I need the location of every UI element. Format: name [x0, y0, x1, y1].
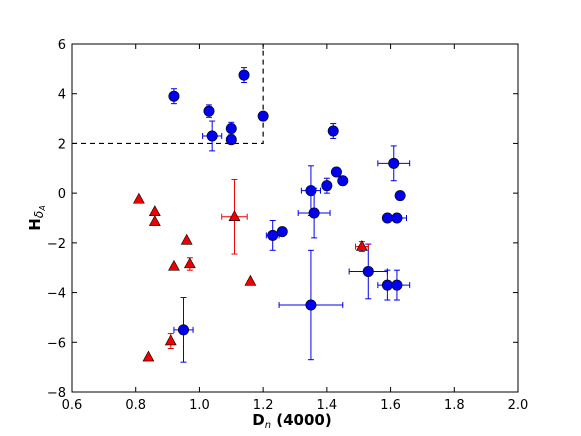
data-point-circle — [388, 157, 400, 169]
x-axis-title: Dn (4000) — [252, 411, 331, 431]
data-point-triangle — [168, 259, 180, 271]
plot-frame — [71, 43, 519, 393]
x-tick-label: 1.8 — [444, 398, 465, 413]
x-tick-label: 1.0 — [189, 398, 210, 413]
tick-labels: 0.6 0.8 1.0 1.2 1.4 1.6 1.8 2.0 −8 −6 −4 −2 0 2 4 6 — [47, 38, 529, 413]
x-axis-title-rest: (4000) — [271, 411, 332, 429]
data-point-triangle — [228, 210, 241, 221]
data-point-circle — [391, 212, 403, 224]
data-point-triangle — [355, 239, 368, 251]
y-tick-label: −6 — [47, 336, 66, 351]
data-point-circle — [337, 175, 349, 187]
data-point-circle — [305, 299, 317, 311]
x-tick-label: 1.4 — [317, 398, 338, 413]
y-axis-title-main: H — [26, 218, 44, 231]
y-tick-label: −8 — [47, 386, 66, 401]
data-point-circle — [362, 265, 374, 277]
y-tick-label: −4 — [47, 287, 66, 302]
data-point-circle — [321, 180, 333, 192]
data-point-triangle — [180, 233, 193, 245]
data-point-circle — [391, 279, 403, 291]
y-axis-title-subscript: δ — [32, 211, 46, 218]
x-tick-label: 1.2 — [253, 398, 274, 413]
data-point-circle — [267, 229, 279, 241]
data-point-circle — [330, 166, 342, 178]
data-point-circle — [276, 226, 288, 238]
data-point-circle — [308, 207, 320, 219]
y-tick-label: −2 — [47, 237, 66, 252]
y-axis-title: HδA — [26, 205, 47, 230]
x-tick-label: 0.6 — [62, 398, 83, 413]
y-tick-label: 0 — [58, 187, 66, 202]
data-points — [132, 67, 411, 363]
y-tick-label: 4 — [58, 88, 66, 103]
data-point-triangle — [148, 205, 161, 216]
data-point-circle — [225, 123, 237, 135]
data-point-circle — [225, 134, 237, 146]
x-axis-title-main: D — [252, 411, 264, 429]
x-tick-label: 0.8 — [125, 398, 146, 413]
data-point-triangle — [164, 334, 177, 346]
y-tick-label: 2 — [58, 137, 66, 152]
data-point-triangle — [244, 274, 257, 286]
selection-box — [72, 44, 264, 145]
data-point-circle — [394, 190, 406, 202]
data-point-circle — [168, 90, 180, 102]
data-point-circle — [206, 130, 218, 142]
axis-ticks — [71, 43, 519, 393]
data-point-triangle — [183, 257, 196, 269]
data-point-triangle — [132, 192, 145, 204]
data-point-circle — [178, 324, 190, 336]
data-point-circle — [238, 69, 250, 81]
x-tick-label: 2.0 — [508, 398, 529, 413]
x-axis-title-subscript: n — [265, 420, 271, 431]
data-point-circle — [203, 105, 215, 117]
x-tick-label: 1.6 — [380, 398, 401, 413]
y-tick-label: 6 — [58, 38, 66, 53]
data-point-triangle — [148, 215, 161, 226]
y-axis-title-subsubscript: A — [38, 205, 47, 211]
data-point-circle — [327, 125, 339, 137]
selection-box-line — [72, 44, 264, 145]
data-point-circle — [257, 110, 269, 122]
data-point-triangle — [142, 350, 155, 362]
